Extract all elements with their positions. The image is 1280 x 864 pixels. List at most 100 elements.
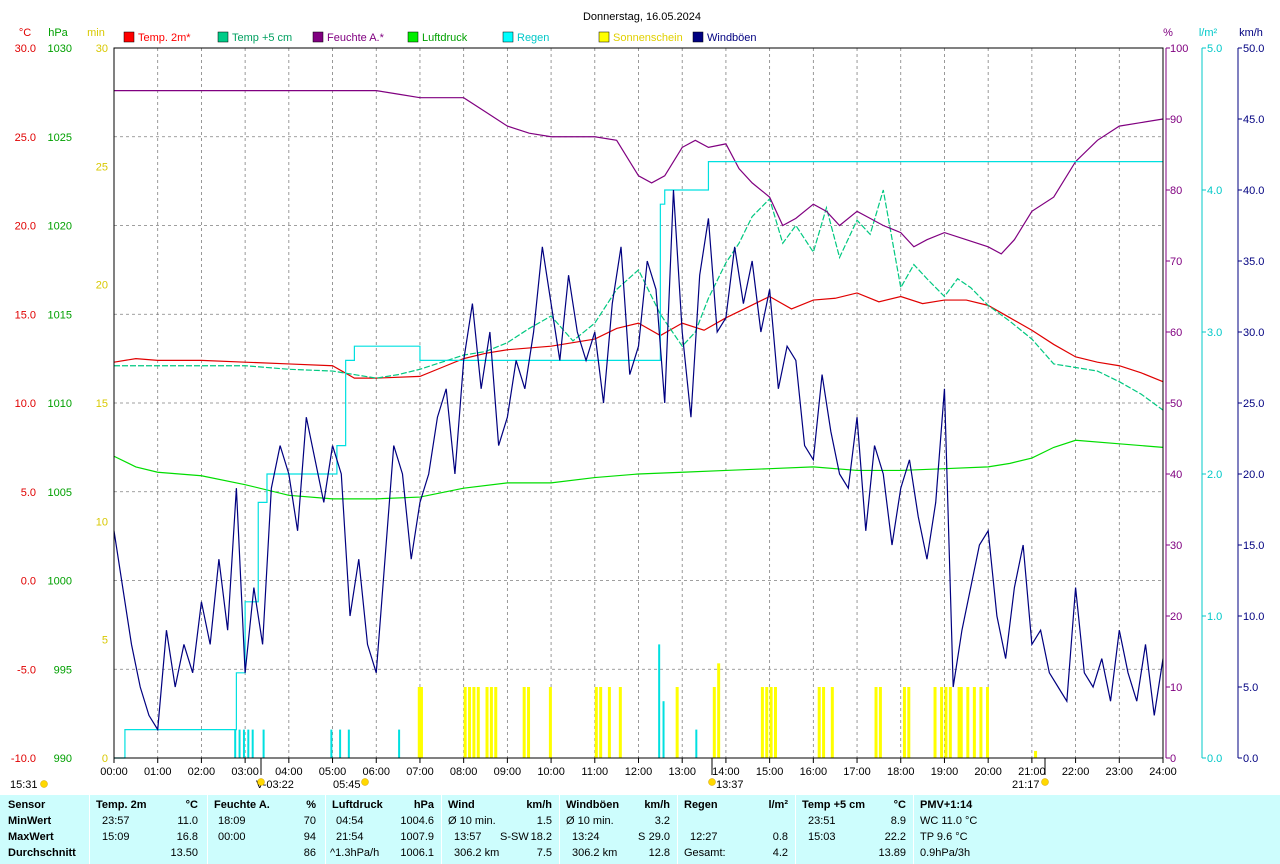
sunshine-axis-label: 10	[96, 516, 108, 528]
rain-bar	[247, 729, 250, 758]
sunshine-axis-label: 0	[102, 753, 108, 765]
legend-swatch	[312, 31, 324, 43]
x-tick-label: 21:00	[1018, 766, 1046, 778]
temp-axis-label: -10.0	[11, 753, 36, 765]
sunshine-bar	[527, 687, 531, 758]
wind-axis-label: 10.0	[1243, 611, 1264, 623]
wind-min-value: 1.5	[536, 815, 552, 827]
sunshine-bar	[675, 687, 679, 758]
sunshine-bar	[972, 687, 976, 758]
wind-axis-label: 25.0	[1243, 398, 1264, 410]
pressure-axis-label: 1000	[48, 576, 72, 588]
pressure-axis-label: 1025	[48, 132, 72, 144]
sunshine-bar	[522, 687, 526, 758]
wind-unit: km/h	[1239, 27, 1263, 39]
plot-area	[113, 90, 1164, 759]
x-tick-label: 02:00	[188, 766, 216, 778]
x-tick-label: 19:00	[931, 766, 959, 778]
stats-col-rain: Regen l/m² 12:27 0.8 Gesamt: 4.2	[678, 795, 796, 864]
sunshine-bar	[874, 687, 878, 758]
sunshine-axis-label: 20	[96, 280, 108, 292]
legend-label: Luftdruck	[422, 32, 468, 44]
x-tick-label: 06:00	[362, 766, 390, 778]
pressure-max-time: 21:54	[336, 831, 364, 843]
sunshine-bar	[985, 687, 989, 758]
sunshine-bar	[773, 687, 777, 758]
rain-bar	[347, 729, 350, 758]
x-tick-label: 20:00	[974, 766, 1002, 778]
rain-bar	[234, 729, 237, 758]
rain-bar	[695, 729, 698, 758]
stats-unit-humidity: %	[306, 799, 316, 811]
sunshine-bar	[948, 687, 952, 758]
legend-swatch	[598, 31, 610, 43]
rain-total-value: 4.2	[772, 847, 788, 859]
gust-min-label: Ø 10 min.	[566, 815, 614, 827]
x-tick-label: 10:00	[537, 766, 565, 778]
pressure-axis-label: 1015	[48, 309, 72, 321]
x-tick-label: 07:00	[406, 766, 434, 778]
gust-max-direction: S	[638, 831, 646, 843]
stats-unit-wind: km/h	[526, 799, 552, 811]
sunshine-axis-label: 25	[96, 161, 108, 173]
rain-axis-label: 4.0	[1207, 185, 1222, 197]
x-tick-label: 24:00	[1149, 766, 1177, 778]
temp-axis-label: 25.0	[15, 132, 36, 144]
sunshine-bar	[966, 687, 970, 758]
pmv-pressure-trend: 0.9hPa/3h	[920, 847, 971, 859]
sunshine-bar	[607, 687, 611, 758]
rain-axis-label: 2.0	[1207, 469, 1222, 481]
wind-max-value: 18.2	[530, 831, 552, 843]
pressure-min-value: 1004.6	[400, 815, 434, 827]
series-line-windb-en	[113, 189, 1164, 732]
wind-max-time: 13:57	[454, 831, 482, 843]
sunshine-bar	[468, 687, 472, 758]
sunshine-bar	[769, 687, 773, 758]
x-tick-label: 03:00	[231, 766, 259, 778]
pressure-axis-label: 1030	[48, 43, 72, 55]
stats-col-temp5: Temp +5 cm °C 23:51 8.9 15:03 22.2 13.89	[796, 795, 914, 864]
pressure-average: 1006.1	[400, 847, 434, 859]
stats-header-temp2m: Temp. 2m	[96, 799, 147, 811]
legend-label: Sonnenschein	[613, 32, 683, 44]
gust-average: 12.8	[648, 847, 670, 859]
stats-col-gust: Windböen km/h Ø 10 min. 3.2 13:24 S 29.0…	[560, 795, 678, 864]
sunshine-bar	[765, 687, 769, 758]
pressure-unit: hPa	[48, 27, 68, 39]
pressure-axis-label: 990	[54, 753, 72, 765]
humidity-axis-label: 60	[1170, 327, 1182, 339]
x-tick-label: 00:00	[100, 766, 128, 778]
rain-bar	[262, 729, 265, 758]
sunshine-bar	[940, 687, 944, 758]
humidity-axis-label: 50	[1170, 398, 1182, 410]
legend-label: Feuchte A.*	[327, 32, 385, 44]
sunshine-bar	[817, 687, 821, 758]
series-line-temp-5-cm	[114, 189, 1164, 411]
temp5-max-time: 15:03	[808, 831, 836, 843]
humidity-axis-label: 20	[1170, 611, 1182, 623]
wind-max-direction: S-SW	[500, 831, 529, 843]
temp-axis-label: 15.0	[15, 309, 36, 321]
sunshine-bar	[472, 687, 476, 758]
wind-axis-label: 35.0	[1243, 256, 1264, 268]
series-line-feuchte-a-	[114, 90, 1164, 255]
sun-icon	[708, 778, 716, 786]
temp-axis-label: -5.0	[17, 664, 36, 676]
humidity-axis-label: 10	[1170, 682, 1182, 694]
temp-axis-label: 5.0	[21, 487, 36, 499]
sunshine-bar	[878, 687, 882, 758]
legend-swatch	[217, 31, 229, 43]
annotation-time: 15:31	[10, 779, 38, 791]
sunshine-bar	[907, 687, 911, 758]
x-tick-label: 15:00	[756, 766, 784, 778]
stats-header-humidity: Feuchte A.	[214, 799, 270, 811]
stats-unit-temp2m: °C	[185, 799, 198, 811]
temp-axis-label: 0.0	[21, 576, 36, 588]
gust-distance: 306.2 km	[572, 847, 618, 859]
wind-average: 7.5	[536, 847, 552, 859]
sunshine-bar	[599, 687, 603, 758]
chart-legend: Temp. 2m* Temp +5 cm Feuchte A.* Luftdruck R…	[123, 31, 757, 44]
sunshine-bar	[1034, 750, 1038, 758]
stats-header-gust: Windböen	[566, 799, 620, 811]
sunshine-bar	[548, 687, 552, 758]
